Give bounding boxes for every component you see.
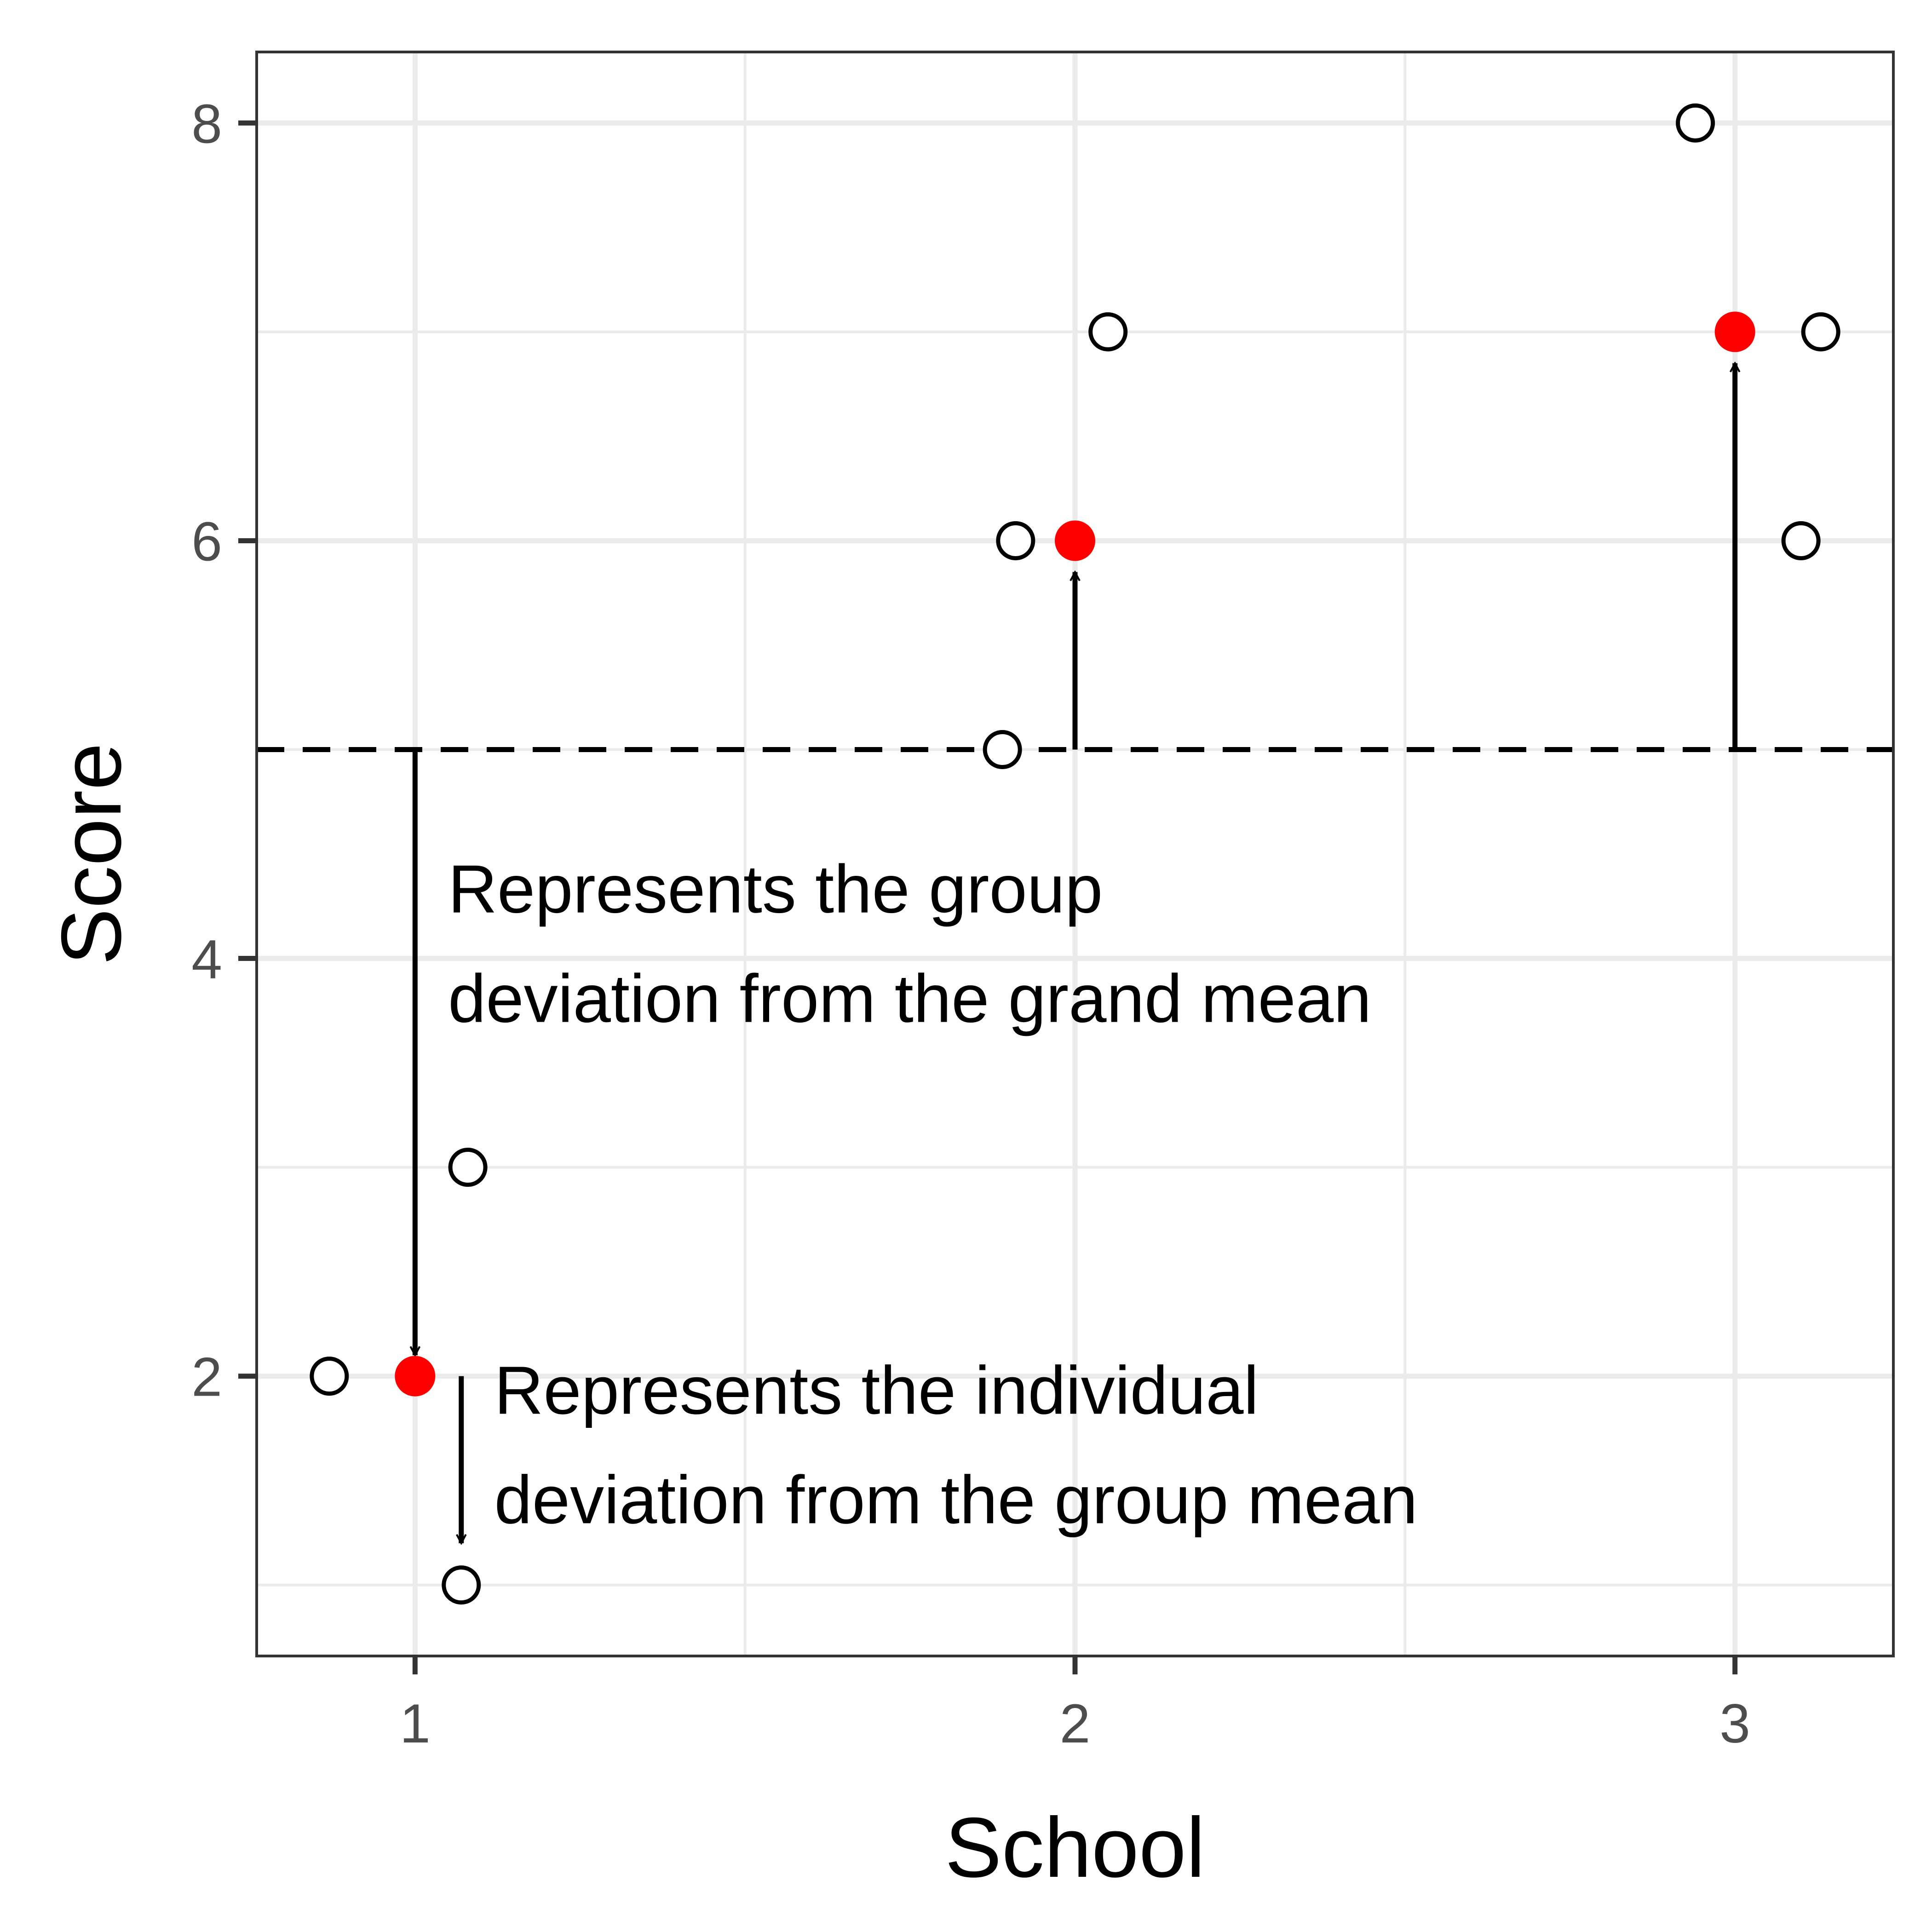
deviation-arrows (415, 363, 1735, 1543)
score-point (1676, 103, 1715, 143)
score-point (996, 521, 1035, 560)
group-mean-point (1055, 520, 1095, 561)
annotations: Represents the group deviation from the g… (448, 851, 1418, 1538)
score-point (442, 1565, 481, 1605)
x-tick-label: 1 (400, 1693, 431, 1754)
y-tick-label: 4 (191, 929, 222, 990)
x-tick-label: 2 (1060, 1693, 1091, 1754)
x-tick-label: 3 (1719, 1693, 1750, 1754)
y-axis-title: Score (44, 743, 139, 965)
group-mean-point (1714, 311, 1755, 352)
group-mean-point (395, 1356, 436, 1397)
annotation-group-line: Represents the group (448, 851, 1103, 927)
y-tick-label: 2 (191, 1346, 222, 1408)
annotation-individual-line: deviation from the group mean (494, 1462, 1417, 1538)
score-point (1088, 312, 1128, 351)
y-tick-label: 6 (191, 511, 222, 572)
x-tick-labels: 1 2 3 (400, 1693, 1750, 1754)
annotation-individual-line: Represents the individual (494, 1352, 1259, 1428)
x-axis-title: School (945, 1800, 1205, 1895)
score-point (983, 730, 1022, 769)
y-tick-label: 8 (191, 93, 222, 155)
score-point (1801, 312, 1840, 351)
score-point (310, 1357, 349, 1396)
axis-ticks (238, 120, 1738, 1674)
y-tick-labels: 2 4 6 8 (191, 93, 222, 1408)
individual-score-points (310, 103, 1840, 1605)
score-point (1781, 521, 1821, 560)
group-mean-points (395, 311, 1755, 1397)
annotation-group-line: deviation from the grand mean (448, 961, 1371, 1037)
score-point (448, 1148, 488, 1187)
major-gridlines (257, 52, 1893, 1656)
